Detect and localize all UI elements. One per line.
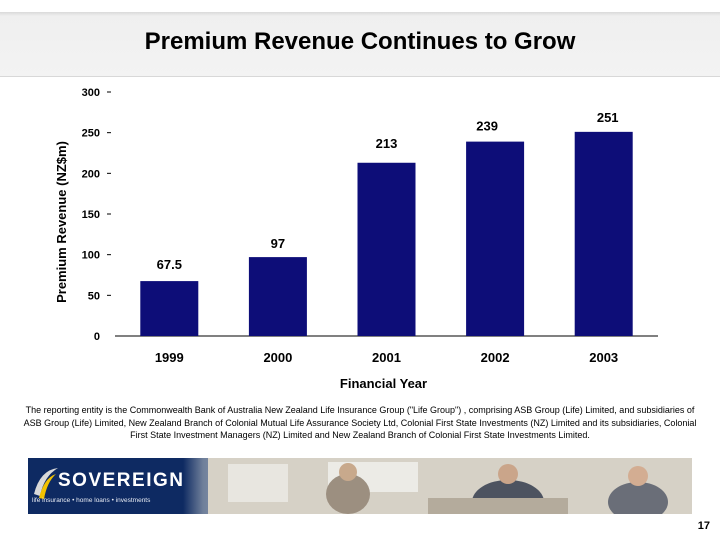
y-axis-title: Premium Revenue (NZ$m) bbox=[54, 141, 69, 303]
y-tick-label: 50 bbox=[88, 290, 100, 302]
swoosh-icon bbox=[34, 468, 58, 499]
data-label-1999: 67.5 bbox=[157, 257, 182, 272]
bar-2003 bbox=[574, 131, 633, 336]
y-tick-label: 0 bbox=[94, 331, 100, 343]
data-label-2003: 251 bbox=[597, 110, 619, 125]
bar-2000 bbox=[248, 257, 307, 336]
page-number: 17 bbox=[697, 520, 710, 532]
y-tick-label: 250 bbox=[82, 128, 100, 140]
data-label-2000: 97 bbox=[271, 236, 285, 251]
bar-chart: 0 50 100 150 200 250 300 67.5 1999 97 2000 213 2001 2… bbox=[54, 87, 658, 391]
y-tick-label: 200 bbox=[82, 168, 100, 180]
logo-text: SOVEREIGN bbox=[58, 470, 185, 491]
data-label-2001: 213 bbox=[376, 136, 398, 151]
x-tick-label-2003: 2003 bbox=[589, 350, 618, 365]
title-band bbox=[0, 12, 720, 77]
x-tick-label-2000: 2000 bbox=[263, 350, 292, 365]
footnote: The reporting entity is the Commonwealth… bbox=[23, 405, 697, 440]
slide-title: Premium Revenue Continues to Grow bbox=[144, 28, 576, 55]
bar-1999 bbox=[140, 281, 199, 336]
y-tick-label: 100 bbox=[82, 250, 100, 262]
x-tick-label-1999: 1999 bbox=[155, 350, 184, 365]
tagline: life insurance • home loans • investment… bbox=[32, 497, 151, 504]
bar-2002 bbox=[466, 141, 525, 336]
y-tick-label: 300 bbox=[82, 87, 100, 99]
office-photo bbox=[208, 458, 692, 514]
x-tick-label-2001: 2001 bbox=[372, 350, 401, 365]
bar-2001 bbox=[357, 162, 416, 336]
sovereign-banner: SOVEREIGN life insurance • home loans • … bbox=[28, 458, 692, 514]
x-tick-label-2002: 2002 bbox=[481, 350, 510, 365]
y-tick-label: 150 bbox=[82, 209, 100, 221]
logo: SOVEREIGN life insurance • home loans • … bbox=[28, 458, 188, 514]
data-label-2002: 239 bbox=[476, 119, 498, 134]
x-axis-title: Financial Year bbox=[340, 376, 427, 391]
